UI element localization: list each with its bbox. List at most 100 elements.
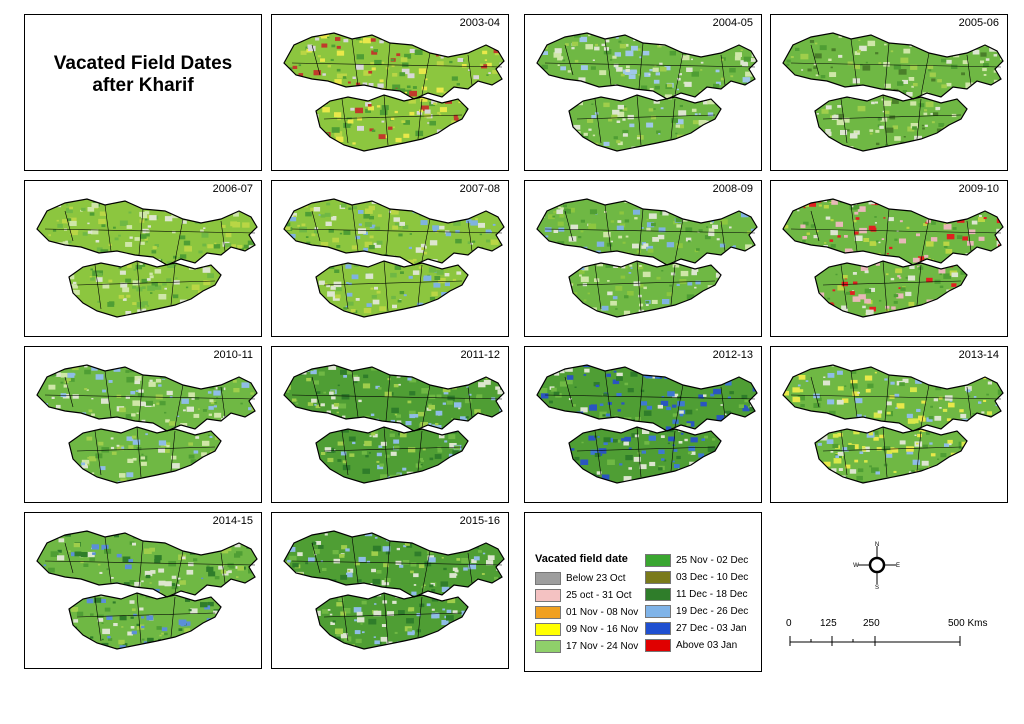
legend-label: 11 Dec - 18 Dec [676,588,748,600]
north-region-outline [782,364,1004,432]
legend-swatch [535,639,561,653]
compass-e: E [896,563,900,569]
map-panel-2012-13: 2012-13 [524,346,762,503]
legend-item: 19 Dec - 26 Dec [645,604,748,618]
map-title-line1: Vacated Field Dates [53,53,233,74]
district-boundaries [291,204,503,312]
scale-label-0: 0 [786,618,792,629]
region-map [283,530,505,650]
legend-label: 03 Dec - 10 Dec [676,571,749,583]
district-boundaries [44,536,256,644]
north-region-outline [536,198,758,266]
south-region-outline [814,426,968,484]
legend-item: Below 23 Oct [535,571,625,585]
map-title-line2: after Kharif [92,75,194,96]
legend-label: 27 Dec - 03 Jan [676,622,747,634]
district-boundaries [790,204,1002,312]
scale-label-125: 125 [820,618,837,629]
legend-swatch [535,605,561,619]
district-boundaries [544,204,756,312]
map-panel-2003-04: 2003-04 [271,14,509,171]
legend-item: 25 Nov - 02 Dec [645,553,748,567]
legend-swatch [645,553,671,567]
north-region-outline [36,530,258,598]
legend-swatch [645,604,671,618]
south-region-outline [68,426,222,484]
south-region-outline [568,260,722,318]
map-panel-2007-08: 2007-08 [271,180,509,337]
title-panel: Vacated Field Dates after Kharif [24,14,262,171]
map-panel-2010-11: 2010-11 [24,346,262,503]
region-map [283,198,505,318]
district-boundaries [291,38,503,146]
north-region-outline [283,32,505,100]
map-title: Vacated Field Dates after Kharif [25,53,261,97]
south-region-outline [814,260,968,318]
map-panel-2008-09: 2008-09 [524,180,762,337]
legend-item: 11 Dec - 18 Dec [645,587,748,601]
map-panel-2009-10: 2009-10 [770,180,1008,337]
map-panel-2006-07: 2006-07 [24,180,262,337]
south-region-outline [68,592,222,650]
legend-label: 19 Dec - 26 Dec [676,605,749,617]
region-map [782,364,1004,484]
north-region-outline [36,364,258,432]
south-region-outline [568,426,722,484]
district-boundaries [790,370,1002,478]
legend-swatch [535,571,561,585]
district-boundaries [544,370,756,478]
region-map [536,364,758,484]
legend-item: 25 oct - 31 Oct [535,588,632,602]
south-region-outline [315,592,469,650]
compass-s: S [875,585,879,590]
scale-bar: 0 125 250 500 Kms [780,612,1000,652]
legend-label: 09 Nov - 16 Nov [566,623,639,635]
legend-label: 25 Nov - 02 Dec [676,554,749,566]
district-boundaries [291,536,503,644]
north-region-outline [283,198,505,266]
region-map [782,198,1004,318]
legend-item: Above 03 Jan [645,638,737,652]
legend-item: 03 Dec - 10 Dec [645,570,748,584]
legend-swatch [535,588,561,602]
legend-title: Vacated field date [535,553,628,565]
panel-year-label: 2007-08 [459,183,500,195]
south-region-outline [68,260,222,318]
legend-item: 27 Dec - 03 Jan [645,621,747,635]
compass-n: N [875,542,879,548]
map-panel-2014-15: 2014-15 [24,512,262,669]
legend-item: 01 Nov - 08 Nov [535,605,638,619]
legend-label: 17 Nov - 24 Nov [566,640,639,652]
legend-swatch [535,622,561,636]
scale-bar-line [789,636,961,646]
region-map [782,32,1004,152]
north-region-outline [782,198,1004,266]
legend-panel: Vacated field date Below 23 Oct 25 oct - … [524,512,762,672]
region-map [283,32,505,152]
panel-year-label: 2012-13 [712,349,753,361]
district-boundaries [44,370,256,478]
panel-year-label: 2006-07 [212,183,253,195]
region-map [536,198,758,318]
legend-label: Above 03 Jan [676,639,738,651]
legend-item: 17 Nov - 24 Nov [535,639,638,653]
region-map [36,198,258,318]
north-region-outline [536,364,758,432]
panel-year-label: 2005-06 [958,17,999,29]
legend-swatch [645,587,671,601]
legend-swatch [645,570,671,584]
panel-year-label: 2003-04 [459,17,500,29]
region-map [536,32,758,152]
panel-year-label: 2008-09 [712,183,753,195]
legend-label: 25 oct - 31 Oct [566,589,632,601]
district-boundaries [544,38,756,146]
legend-label: 01 Nov - 08 Nov [566,606,639,618]
north-region-outline [536,32,758,100]
compass-w: W [853,563,859,569]
region-map [36,530,258,650]
legend-swatch [645,621,671,635]
legend-label: Below 23 Oct [566,572,626,584]
panel-year-label: 2009-10 [958,183,999,195]
north-region-outline [36,198,258,266]
panel-year-label: 2014-15 [212,515,253,527]
